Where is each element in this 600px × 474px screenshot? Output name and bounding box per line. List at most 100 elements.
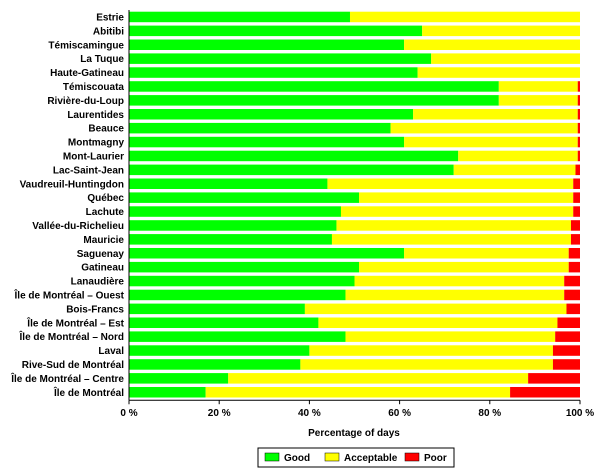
category-label: Abitibi (93, 26, 124, 37)
bar-segment-poor (577, 109, 580, 120)
category-label: Témiscouata (63, 82, 125, 93)
category-label: Bois-Francs (66, 304, 124, 315)
bar-segment-acceptable (345, 289, 565, 301)
bar-segment-acceptable (336, 220, 571, 231)
legend-label-poor: Poor (424, 453, 447, 464)
bar-segment-poor (577, 95, 580, 106)
bar-segment-acceptable (331, 234, 571, 245)
x-tick-label: 100 % (566, 408, 594, 419)
category-label: Témiscamingue (48, 40, 124, 51)
bar-segment-poor (570, 234, 580, 245)
bar-segment-good (129, 192, 360, 203)
category-label: Saguenay (77, 249, 125, 260)
bar-segment-poor (573, 192, 580, 203)
bar-segment-acceptable (498, 81, 578, 92)
bar-segment-good (129, 289, 346, 301)
category-label: Lanaudière (71, 277, 125, 288)
x-tick-label: 60 % (388, 408, 411, 419)
category-labels: Estrie Abitibi Témiscamingue La Tuque Haute-… (10, 12, 124, 398)
bar-segment-poor (570, 220, 580, 231)
bar-segment-good (129, 387, 206, 398)
x-axis: 0 % 20 % 40 % 60 % 80 % 100 % (120, 10, 594, 419)
bar-segment-poor (573, 178, 580, 189)
bar-segment-acceptable (413, 109, 578, 120)
bar-segment-poor (575, 164, 580, 176)
bar-segment-acceptable (309, 345, 553, 356)
category-label: Laurentides (67, 110, 124, 121)
x-tick-label: 0 % (120, 408, 137, 419)
legend-label-good: Good (284, 453, 310, 464)
bar-segment-poor (577, 136, 580, 148)
bar-segment-good (129, 25, 423, 37)
bar-segment-acceptable (354, 275, 565, 287)
bar-segment-acceptable (390, 122, 578, 134)
bar-segment-good (129, 164, 454, 176)
x-tick-label: 80 % (478, 408, 501, 419)
bar-segment-poor (566, 303, 580, 315)
bar-segment-acceptable (359, 192, 574, 203)
bar-segment-good (129, 95, 499, 106)
bar-segment-good (129, 81, 499, 92)
legend-swatch-acceptable (324, 452, 340, 462)
bars-group (129, 11, 580, 398)
bar-segment-poor (552, 359, 580, 370)
bar-segment-poor (568, 261, 580, 273)
category-label: Île de Montréal (53, 386, 124, 399)
bar-segment-poor (577, 150, 580, 162)
bar-segment-good (129, 122, 391, 134)
bar-segment-good (129, 11, 350, 23)
category-label: Rivière-du-Loup (47, 96, 124, 107)
legend: Good Acceptable Poor (257, 447, 455, 468)
bar-segment-good (129, 109, 414, 120)
legend-swatch-poor (404, 452, 420, 462)
category-label: Estrie (96, 12, 124, 23)
bar-segment-acceptable (417, 67, 580, 78)
bar-segment-poor (568, 248, 580, 259)
bar-segment-poor (577, 81, 580, 92)
category-label: Île de Montréal – Ouest (14, 288, 125, 301)
category-label: La Tuque (80, 54, 124, 65)
bar-segment-acceptable (349, 11, 580, 23)
category-label: Île de Montréal – Est (26, 316, 124, 329)
bar-segment-good (129, 275, 355, 287)
bar-segment-acceptable (458, 150, 578, 162)
legend-swatch-good (264, 452, 280, 462)
category-label: Gatineau (81, 263, 124, 274)
bar-segment-good (129, 331, 346, 342)
bar-segment-good (129, 373, 229, 384)
bar-segment-poor (577, 122, 580, 134)
category-label: Montmagny (68, 138, 125, 149)
bar-segment-acceptable (431, 53, 580, 64)
bar-segment-poor (528, 373, 580, 384)
bar-segment-poor (564, 289, 580, 301)
category-label: Haute-Gatineau (50, 68, 124, 79)
category-label: Vaudreuil-Huntingdon (20, 179, 124, 190)
bar-segment-acceptable (359, 261, 569, 273)
bar-segment-acceptable (453, 164, 576, 176)
bar-segment-acceptable (327, 178, 574, 189)
category-label: Rive-Sud de Montréal (22, 360, 124, 371)
x-tick-label: 40 % (298, 408, 321, 419)
category-label: Québec (87, 193, 124, 204)
bar-segment-acceptable (304, 303, 567, 315)
bar-segment-acceptable (404, 136, 578, 148)
bar-segment-poor (555, 331, 580, 342)
bar-segment-poor (552, 345, 580, 356)
bar-segment-acceptable (422, 25, 580, 37)
bar-segment-good (129, 261, 360, 273)
bar-segment-acceptable (404, 248, 569, 259)
category-label: Beauce (88, 124, 124, 135)
bar-segment-poor (510, 387, 580, 398)
legend-label-acceptable: Acceptable (344, 453, 398, 464)
bar-segment-acceptable (300, 359, 553, 370)
bar-segment-good (129, 248, 405, 259)
bar-segment-good (129, 303, 305, 315)
bar-segment-poor (557, 317, 580, 328)
bar-segment-acceptable (345, 331, 556, 342)
bar-segment-acceptable (340, 206, 574, 217)
bar-segment-good (129, 136, 405, 148)
bar-segment-good (129, 206, 341, 217)
bar-segment-acceptable (205, 387, 511, 398)
bar-segment-acceptable (228, 373, 529, 384)
